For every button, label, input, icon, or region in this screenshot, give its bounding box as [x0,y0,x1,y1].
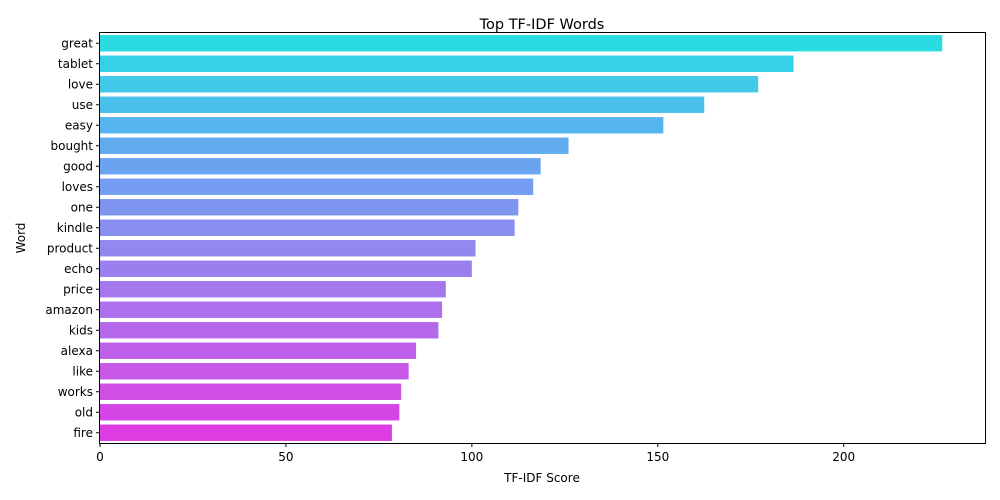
y-tick-label-works: works [58,385,93,399]
plot-frame [99,32,986,444]
bar-good [100,158,541,175]
y-tick-label-one: one [71,200,93,214]
y-tick-label-kids: kids [69,323,93,337]
x-tick-label: 50 [278,450,293,464]
x-tick-label: 0 [96,450,104,464]
y-tick-label-price: price [63,282,93,296]
y-tick-label-echo: echo [64,262,93,276]
bar-great [100,35,943,52]
bar-easy [100,117,664,134]
bar-price [100,281,446,298]
x-axis-ticks: 0 50 100 150 200 [96,443,855,464]
bar-echo [100,260,472,277]
y-tick-label-easy: easy [65,118,93,132]
y-tick-labels: great tablet love use easy bought good loves one… [45,36,100,440]
y-tick-label-good: good [63,159,93,173]
bar-product [100,240,476,257]
y-tick-label-old: old [75,405,93,419]
bar-love [100,76,759,93]
y-tick-label-product: product [47,241,93,255]
chart-title: Top TF-IDF Words [479,17,605,33]
bar-kindle [100,219,515,236]
bar-amazon [100,301,443,318]
x-tick-label: 100 [460,450,483,464]
y-tick-label-love: love [68,77,93,91]
y-axis-label: Word [14,223,28,254]
y-tick-label-loves: loves [62,180,93,194]
bar-use [100,96,705,113]
y-tick-label-bought: bought [51,139,94,153]
bar-tablet [100,55,794,72]
x-tick-label: 200 [832,450,855,464]
bar-kids [100,322,439,339]
bar-loves [100,178,534,195]
y-tick-label-fire: fire [73,426,93,440]
y-tick-label-amazon: amazon [45,303,93,317]
y-tick-label-tablet: tablet [58,57,93,71]
x-tick-label: 150 [646,450,669,464]
bar-works [100,383,402,400]
y-tick-label-great: great [61,36,93,50]
y-tick-label-alexa: alexa [61,344,93,358]
y-tick-label-use: use [72,98,93,112]
x-axis-label: TF-IDF Score [503,471,580,485]
y-tick-label-like: like [72,364,93,378]
bar-alexa [100,342,417,359]
bar-fire [100,424,392,441]
bar-old [100,404,400,421]
bar-like [100,363,409,380]
bar-one [100,199,519,216]
bars-group [100,35,943,441]
bar-bought [100,137,569,154]
y-tick-label-kindle: kindle [57,221,93,235]
